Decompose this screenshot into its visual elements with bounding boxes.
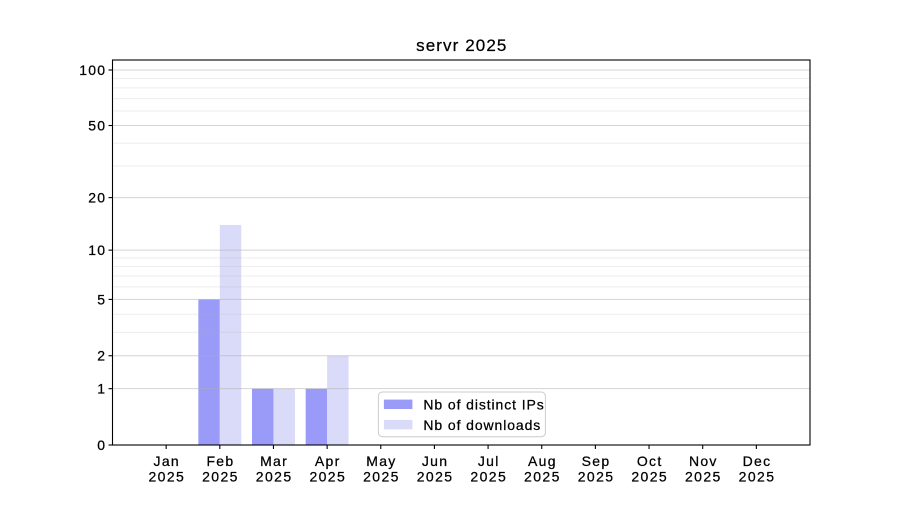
svg-text:2025: 2025 [739,468,776,484]
svg-text:Sep: Sep [582,453,611,469]
svg-text:2025: 2025 [524,468,561,484]
svg-text:2025: 2025 [578,468,615,484]
svg-text:Nb of distinct IPs: Nb of distinct IPs [423,396,544,412]
svg-text:Mar: Mar [260,453,288,469]
svg-text:50: 50 [88,117,106,133]
svg-text:2: 2 [97,348,106,364]
svg-text:1: 1 [97,381,106,397]
svg-text:May: May [366,453,396,469]
svg-text:10: 10 [88,242,106,258]
svg-text:2025: 2025 [470,468,507,484]
svg-text:2025: 2025 [417,468,454,484]
svg-text:Nov: Nov [689,453,718,469]
svg-text:Dec: Dec [743,453,772,469]
svg-text:2025: 2025 [309,468,346,484]
svg-text:servr 2025: servr 2025 [416,36,507,55]
svg-text:2025: 2025 [256,468,293,484]
svg-text:Feb: Feb [206,453,234,469]
svg-text:100: 100 [79,62,106,78]
svg-text:Nb of downloads: Nb of downloads [423,417,541,433]
svg-text:Jul: Jul [478,453,500,469]
svg-text:2025: 2025 [202,468,239,484]
svg-text:20: 20 [88,190,106,206]
svg-text:Jan: Jan [154,453,180,469]
svg-text:5: 5 [97,291,106,307]
svg-text:2025: 2025 [148,468,185,484]
svg-text:2025: 2025 [363,468,400,484]
svg-text:2025: 2025 [685,468,722,484]
svg-text:Jun: Jun [422,453,448,469]
svg-text:Aug: Aug [528,453,557,469]
svg-text:2025: 2025 [631,468,668,484]
svg-text:Apr: Apr [315,453,341,469]
svg-text:Oct: Oct [637,453,663,469]
svg-text:0: 0 [97,437,106,453]
